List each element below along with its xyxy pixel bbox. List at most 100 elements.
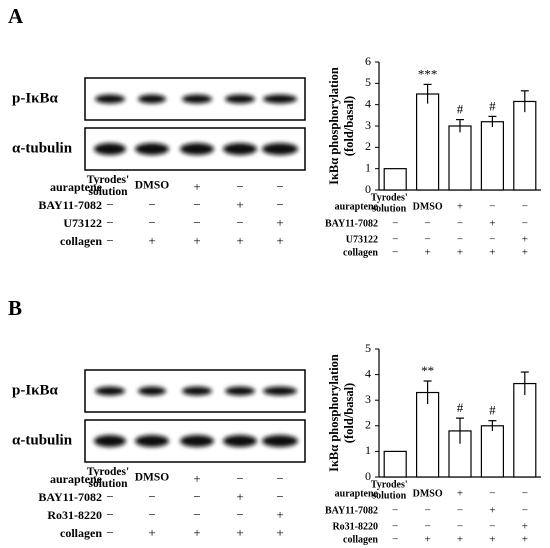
bar xyxy=(416,93,440,191)
treatment-name: collagen xyxy=(343,534,378,545)
panel-label: B xyxy=(8,296,22,320)
treatment-sign: − xyxy=(522,201,528,213)
treatment-sign: − xyxy=(457,521,463,533)
treatment-sign: − xyxy=(236,507,243,522)
blot-band xyxy=(95,94,125,104)
y-tick-label: 1 xyxy=(365,443,371,457)
treatment-sign: − xyxy=(148,507,155,522)
treatment-sign: − xyxy=(106,489,113,504)
y-axis-label-line: (fold/basal) xyxy=(342,96,356,156)
treatment-sign: + xyxy=(424,534,430,546)
y-tick-label: 0 xyxy=(365,182,371,196)
y-tick-label: 0 xyxy=(365,469,371,483)
treatment-sign: + xyxy=(148,525,155,540)
treatment-sign: + xyxy=(489,247,495,259)
treatment-sign: + xyxy=(457,534,463,546)
treatment-sign: − xyxy=(457,218,463,230)
treatment-sign: + xyxy=(193,471,200,486)
y-axis-label-line: IκBα phosphorylation xyxy=(327,354,341,472)
significance-label: *** xyxy=(418,66,438,81)
treatment-sign: − xyxy=(193,215,200,230)
treatment-sign: − xyxy=(106,507,113,522)
treatment-sign: − xyxy=(489,234,495,246)
treatment-sign: − xyxy=(424,218,430,230)
treatment-name: BAY11-7082 xyxy=(325,218,378,229)
treatment-sign: + xyxy=(457,201,463,213)
treatment-sign: − xyxy=(148,215,155,230)
treatment-name: BAY11-7082 xyxy=(38,490,102,504)
treatment-sign: + xyxy=(236,489,243,504)
y-tick-label: 2 xyxy=(365,418,371,432)
treatment-name: BAY11-7082 xyxy=(38,198,102,212)
blot-band xyxy=(180,435,214,447)
treatment-sign: − xyxy=(276,197,283,212)
treatment-sign: + xyxy=(193,525,200,540)
treatment-sign: + xyxy=(276,233,283,248)
blot-band xyxy=(135,435,169,447)
bar xyxy=(513,382,537,478)
bar xyxy=(480,121,504,191)
y-tick-label: 4 xyxy=(365,96,371,110)
treatment-sign: − xyxy=(236,215,243,230)
treatment-sign: − xyxy=(424,234,430,246)
treatment-name: auraptene xyxy=(335,488,379,499)
treatment-sign: − xyxy=(106,233,113,248)
treatment-sign: − xyxy=(106,525,113,540)
treatment-sign: − xyxy=(392,534,398,546)
treatment-sign: − xyxy=(424,521,430,533)
blot-band xyxy=(94,435,126,447)
y-tick-label: 2 xyxy=(365,139,371,153)
blot-band xyxy=(95,386,125,396)
blot-band xyxy=(135,143,169,155)
treatment-sign: − xyxy=(424,505,430,517)
blot-band xyxy=(223,143,257,155)
y-tick-label: 5 xyxy=(365,75,371,89)
significance-label: # xyxy=(489,403,496,418)
lane-label: DMSO xyxy=(135,472,170,484)
treatment-sign: + xyxy=(236,197,243,212)
treatment-name: auraptene xyxy=(335,201,379,212)
treatment-sign: + xyxy=(193,233,200,248)
treatment-sign: + xyxy=(148,233,155,248)
y-axis-label-line: (fold/basal) xyxy=(342,383,356,443)
treatment-sign: + xyxy=(236,233,243,248)
treatment-sign: + xyxy=(276,507,283,522)
treatment-sign: − xyxy=(522,218,528,230)
bar xyxy=(480,425,504,478)
treatment-sign: + xyxy=(236,525,243,540)
treatment-sign: + xyxy=(522,521,528,533)
y-tick-label: 3 xyxy=(365,392,371,406)
lane-label: Tyrodes' solution xyxy=(87,466,129,490)
blot-band xyxy=(180,143,214,155)
treatment-name: auraptene xyxy=(50,180,103,194)
treatment-name: U73122 xyxy=(346,234,378,245)
treatment-sign: − xyxy=(457,234,463,246)
blot-band xyxy=(138,94,166,104)
treatment-name: auraptene xyxy=(50,472,103,486)
treatment-sign: + xyxy=(522,234,528,246)
treatment-sign: + xyxy=(489,505,495,517)
treatment-sign: − xyxy=(106,197,113,212)
blot-label: α-tubulin xyxy=(12,432,73,448)
treatment-sign: − xyxy=(276,471,283,486)
y-tick-label: 5 xyxy=(365,341,371,355)
blot-band xyxy=(225,386,255,396)
blot-band xyxy=(182,386,212,396)
treatment-sign: + xyxy=(522,534,528,546)
treatment-sign: − xyxy=(489,488,495,500)
treatment-sign: − xyxy=(276,179,283,194)
x-tick-label: Tyrodes' solution xyxy=(371,193,408,215)
treatment-name: collagen xyxy=(60,234,102,248)
treatment-name: U73122 xyxy=(63,216,102,230)
treatment-sign: − xyxy=(148,197,155,212)
treatment-sign: − xyxy=(193,507,200,522)
treatment-name: collagen xyxy=(343,247,378,258)
y-axis-label-line: IκBα phosphorylation xyxy=(327,67,341,185)
treatment-sign: − xyxy=(193,489,200,504)
treatment-name: Ro31-8220 xyxy=(332,521,378,532)
significance-label: # xyxy=(489,98,496,113)
treatment-sign: − xyxy=(489,521,495,533)
treatment-sign: + xyxy=(424,247,430,259)
bar xyxy=(448,125,472,191)
